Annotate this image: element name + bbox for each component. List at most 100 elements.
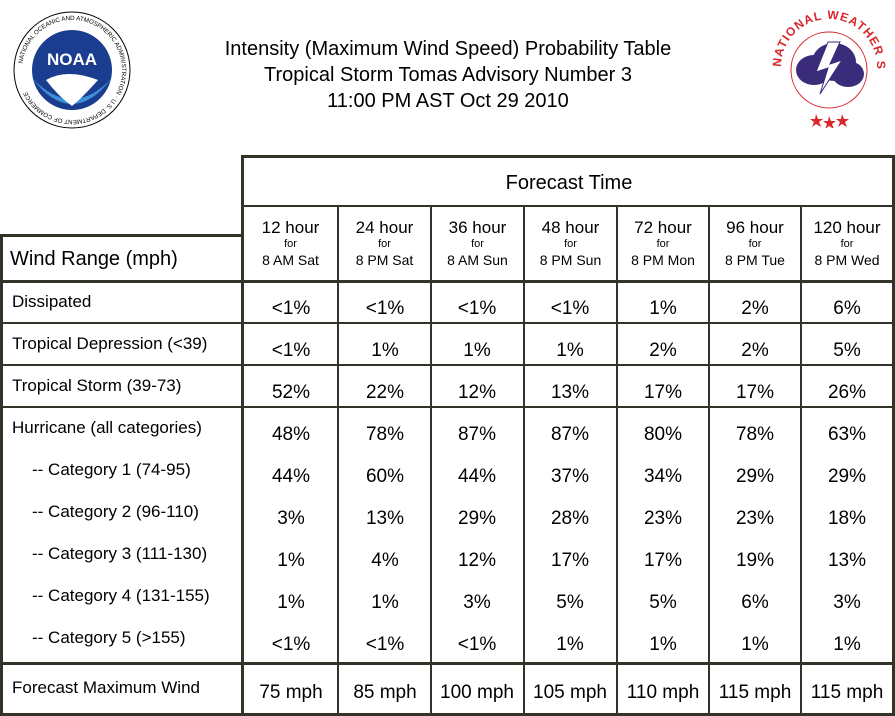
- max-wind-cell: 115 mph: [718, 682, 792, 703]
- column-time: 8 PM Mon: [631, 252, 695, 268]
- column-header: 48 hour for 8 PM Sun: [525, 207, 616, 267]
- column-header: 72 hour for 8 PM Mon: [618, 207, 708, 267]
- probability-cell: 6%: [833, 298, 861, 319]
- probability-cell: 3%: [833, 592, 861, 613]
- column-for: for: [284, 238, 297, 250]
- wind-range-label: Wind Range (mph): [10, 248, 178, 270]
- probability-cell: 26%: [827, 382, 867, 403]
- row-label: -- Category 3 (111-130): [32, 544, 208, 563]
- probability-cell: 3%: [277, 508, 305, 529]
- probability-cell: 80%: [643, 424, 683, 445]
- probability-cell: 60%: [365, 466, 405, 487]
- probability-cell: 5%: [649, 592, 677, 613]
- probability-cell: 87%: [550, 424, 590, 445]
- column-hour: 96 hour: [726, 218, 784, 237]
- nws-logo: NATIONAL WEATHER SERVICE: [768, 6, 888, 128]
- probability-cell: 78%: [735, 424, 775, 445]
- column-hour: 24 hour: [355, 218, 414, 237]
- max-wind-cell: 75 mph: [259, 682, 323, 703]
- probability-cell: 12%: [457, 550, 497, 571]
- probability-cell: 34%: [643, 466, 683, 487]
- noaa-logo: NOAA NATIONAL OCEANIC AND ATMOSPHERIC AD…: [13, 11, 131, 129]
- max-wind-cell: 100 mph: [440, 682, 514, 703]
- probability-cell: 87%: [457, 424, 497, 445]
- table-border: [0, 406, 895, 408]
- row-label: Dissipated: [12, 292, 92, 311]
- row-label: Tropical Storm (39-73): [12, 376, 182, 395]
- probability-cell: 13%: [365, 508, 405, 529]
- probability-cell: 1%: [463, 340, 491, 361]
- column-header: 36 hour for 8 AM Sun: [432, 207, 523, 267]
- column-hour: 12 hour: [261, 218, 320, 237]
- table-border: [430, 207, 432, 715]
- probability-cell: 37%: [550, 466, 590, 487]
- table-border: [0, 364, 895, 366]
- probability-cell: <1%: [365, 298, 405, 319]
- probability-cell: 17%: [550, 550, 590, 571]
- row-label: -- Category 5 (>155): [32, 628, 186, 647]
- column-for: for: [471, 238, 484, 250]
- column-time: 8 AM Sat: [262, 252, 319, 268]
- table-border: [800, 207, 802, 715]
- column-for: for: [840, 238, 854, 250]
- title-line-1: Intensity (Maximum Wind Speed) Probabili…: [224, 38, 672, 60]
- page-title: Intensity (Maximum Wind Speed) Probabili…: [150, 36, 746, 114]
- probability-cell: 3%: [463, 592, 491, 613]
- column-hour: 72 hour: [634, 218, 692, 237]
- probability-cell: 23%: [735, 508, 775, 529]
- table-border: [0, 662, 895, 665]
- probability-cell: 29%: [457, 508, 497, 529]
- probability-cell: <1%: [271, 298, 311, 319]
- table-border: [708, 207, 710, 715]
- probability-cell: 2%: [649, 340, 677, 361]
- table-border: [523, 207, 525, 715]
- column-header: 96 hour for 8 PM Tue: [710, 207, 800, 267]
- row-label: Tropical Depression (<39): [12, 334, 208, 353]
- probability-cell: 1%: [556, 634, 584, 655]
- column-for: for: [656, 238, 670, 250]
- column-for: for: [748, 238, 762, 250]
- probability-cell: 48%: [271, 424, 311, 445]
- column-hour: 120 hour: [813, 218, 881, 237]
- probability-cell: 78%: [365, 424, 405, 445]
- table-border: [244, 205, 892, 207]
- max-wind-cell: 85 mph: [353, 682, 417, 703]
- probability-cell: <1%: [271, 634, 311, 655]
- table-border: [241, 155, 244, 715]
- table-border: [0, 234, 244, 237]
- probability-cell: 1%: [741, 634, 769, 655]
- probability-cell: 2%: [741, 298, 769, 319]
- probability-cell: 5%: [833, 340, 861, 361]
- column-for: for: [564, 238, 577, 250]
- table-border: [0, 234, 3, 716]
- table-border: [892, 155, 895, 715]
- probability-cell: 29%: [735, 466, 775, 487]
- probability-cell: 2%: [741, 340, 769, 361]
- column-for: for: [378, 238, 391, 250]
- column-header: 12 hour for 8 AM Sat: [244, 207, 337, 267]
- column-time: 8 AM Sun: [447, 252, 508, 268]
- probability-cell: 29%: [827, 466, 867, 487]
- row-label: -- Category 1 (74-95): [32, 460, 191, 479]
- column-header: 120 hour for 8 PM Wed: [802, 207, 892, 267]
- probability-cell: 4%: [371, 550, 399, 571]
- probability-cell: 6%: [741, 592, 769, 613]
- row-label: -- Category 2 (96-110): [32, 502, 199, 521]
- column-time: 8 PM Sun: [539, 252, 602, 268]
- probability-cell: <1%: [457, 634, 497, 655]
- probability-cell: 1%: [649, 634, 677, 655]
- title-line-3: 11:00 PM AST Oct 29 2010: [327, 90, 569, 112]
- probability-cell: 44%: [271, 466, 311, 487]
- probability-cell: 1%: [277, 550, 305, 571]
- probability-cell: <1%: [271, 340, 311, 361]
- probability-cell: 17%: [643, 550, 683, 571]
- table-border: [0, 322, 895, 324]
- probability-cell: 19%: [735, 550, 775, 571]
- probability-cell: 1%: [371, 340, 399, 361]
- table-border: [241, 155, 895, 158]
- probability-cell: 13%: [550, 382, 590, 403]
- column-hour: 36 hour: [448, 218, 507, 237]
- probability-cell: 1%: [277, 592, 305, 613]
- probability-cell: 17%: [643, 382, 683, 403]
- max-wind-cell: 105 mph: [533, 682, 607, 703]
